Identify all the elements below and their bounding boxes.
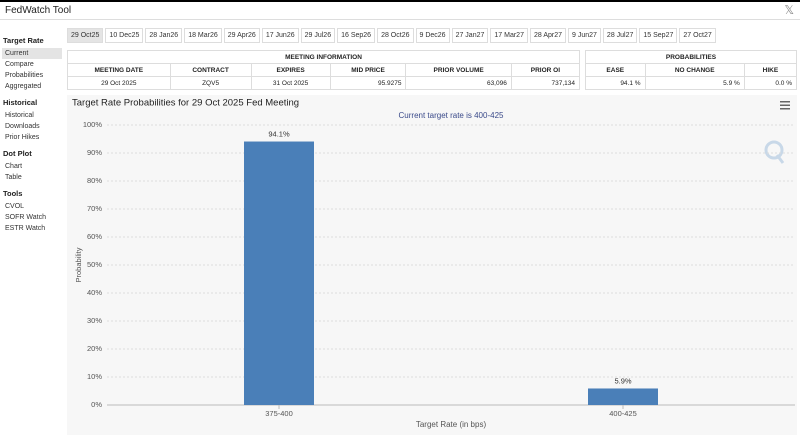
meeting-tabs: 29 Oct25 10 Dec25 28 Jan26 18 Mar26 29 Apr26… [67, 28, 716, 43]
title-row: MEETING INFORMATION [67, 50, 580, 64]
top-border [0, 0, 800, 2]
y-tick-label: 80% [87, 176, 102, 185]
meeting-tab[interactable]: 27 Oct27 [679, 28, 716, 43]
column-header: PRIOR VOLUME [405, 63, 512, 77]
sidebar-item[interactable]: Table [5, 174, 22, 181]
sidebar-item[interactable]: ESTR Watch [5, 225, 46, 232]
column-header: MID PRICE [329, 63, 407, 77]
y-tick-label: 90% [87, 148, 102, 157]
column-header: PRIOR OI [510, 63, 581, 77]
menu-icon[interactable] [780, 101, 790, 110]
sidebar-item[interactable]: Historical [5, 112, 34, 119]
chart-title: Target Rate Probabilities for 29 Oct 202… [72, 98, 299, 109]
bar [244, 141, 314, 405]
sidebar-item[interactable]: Current [2, 48, 62, 59]
header-row: EASE NO CHANGE HIKE [585, 63, 798, 77]
x-tick-label: 375-400 [265, 409, 293, 418]
table-cell: 5.9 % [644, 76, 745, 90]
x-axis-label: Target Rate (in bps) [416, 420, 487, 429]
table-cell: 95.9275 [329, 76, 407, 90]
meeting-tab[interactable]: 17 Mar27 [490, 28, 528, 43]
bar [588, 388, 658, 405]
chart-subtitle: Current target rate is 400-425 [399, 111, 504, 120]
sidebar-item[interactable]: Prior Hikes [5, 134, 40, 141]
app-title: FedWatch Tool [5, 5, 72, 16]
header-divider [0, 19, 800, 20]
y-tick-label: 10% [87, 372, 102, 381]
column-header: EXPIRES [250, 63, 331, 77]
meeting-tab[interactable]: 29 Apr26 [223, 28, 260, 43]
meeting-tab[interactable]: 17 Jun26 [261, 28, 299, 43]
sidebar-heading: Target Rate [3, 36, 44, 45]
sidebar-item[interactable]: Compare [5, 61, 34, 68]
table-title: MEETING INFORMATION [67, 50, 580, 64]
title-row: PROBABILITIES [585, 50, 797, 64]
sidebar-item[interactable]: Aggregated [5, 83, 42, 90]
sidebar-item[interactable]: Chart [5, 163, 23, 170]
y-tick-label: 50% [87, 260, 102, 269]
meeting-tab[interactable]: 27 Jan27 [451, 28, 489, 43]
column-header: HIKE [743, 63, 798, 77]
y-tick-label: 40% [87, 288, 102, 297]
chart: Target Rate Probabilities for 29 Oct 202… [72, 98, 795, 429]
sidebar-heading: Historical [3, 98, 38, 107]
table-title: PROBABILITIES [585, 50, 797, 64]
meeting-tab[interactable]: 28 Apr27 [529, 28, 566, 43]
probability-table: PROBABILITIES EASE NO CHANGE HIKE 94.1 % 5.9 … [585, 50, 798, 90]
data-row: 29 Oct 2025 ZQV5 31 Oct 2025 95.9275 63,096 7… [67, 76, 581, 90]
sidebar-heading: Tools [3, 189, 23, 198]
meeting-tab[interactable]: 16 Sep26 [337, 28, 376, 43]
meeting-tab[interactable]: 9 Dec26 [415, 28, 450, 43]
meeting-tab[interactable]: 28 Jan26 [145, 28, 183, 43]
meeting-tab[interactable]: 10 Dec25 [105, 28, 144, 43]
data-row: 94.1 % 5.9 % 0.0 % [585, 76, 798, 90]
meeting-tab[interactable]: 15 Sep27 [639, 28, 678, 43]
y-tick-label: 0% [91, 400, 102, 409]
meeting-tab[interactable]: 9 Jun27 [568, 28, 601, 43]
column-header: EASE [585, 63, 646, 77]
table-cell: 737,134 [510, 76, 581, 90]
y-tick-label: 70% [87, 204, 102, 213]
meeting-tab[interactable]: 28 Oct26 [377, 28, 414, 43]
value-label: 94.1% [268, 130, 290, 139]
column-header: MEETING DATE [67, 63, 171, 77]
meeting-tab[interactable]: 28 Jul27 [602, 28, 638, 43]
table-cell: 0.0 % [743, 76, 798, 90]
sidebar: Target Rate Current Compare Probabilities Ag… [2, 30, 62, 234]
y-tick-label: 60% [87, 232, 102, 241]
x-tick-label: 400-425 [609, 409, 637, 418]
watermark [764, 140, 785, 164]
table-cell: 63,096 [405, 76, 512, 90]
header-row: MEETING DATE CONTRACT EXPIRES MID PRICE PRIO… [67, 63, 581, 77]
meeting-tab[interactable]: 29 Oct25 [67, 28, 104, 43]
sidebar-heading: Dot Plot [3, 149, 32, 158]
sidebar-item[interactable]: Downloads [5, 123, 40, 130]
table-cell: 29 Oct 2025 [67, 76, 171, 90]
y-tick-label: 30% [87, 316, 102, 325]
y-axis-label: Probability [74, 247, 83, 282]
meeting-tab[interactable]: 29 Jul26 [300, 28, 336, 43]
y-tick-label: 100% [83, 120, 103, 129]
table-cell: 31 Oct 2025 [250, 76, 331, 90]
meeting-tab[interactable]: 18 Mar26 [184, 28, 222, 43]
sidebar-item[interactable]: Probabilities [5, 72, 44, 79]
column-header: CONTRACT [169, 63, 252, 77]
table-cell: ZQV5 [169, 76, 252, 90]
sidebar-item[interactable]: SOFR Watch [5, 214, 46, 221]
table-cell: 94.1 % [585, 76, 646, 90]
value-label: 5.9% [614, 376, 631, 385]
meeting-table: MEETING INFORMATION MEETING DATE CONTRACT E… [67, 50, 581, 90]
column-header: NO CHANGE [644, 63, 745, 77]
sidebar-item[interactable]: CVOL [5, 203, 25, 210]
y-tick-label: 20% [87, 344, 102, 353]
x-logo[interactable]: 𝕏 [784, 3, 794, 17]
